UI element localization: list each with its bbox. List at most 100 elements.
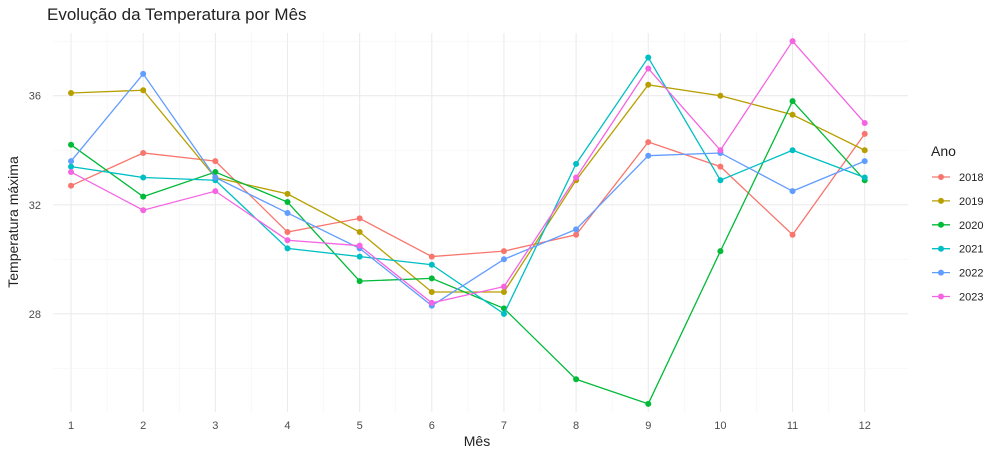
series-line [70,100,866,405]
legend-item: 2021 [932,244,983,256]
data-point [573,174,580,181]
legend-item: 2019 [932,196,983,208]
legend-label: 2018 [959,172,983,184]
series-line [70,56,865,315]
series-line [71,84,865,293]
data-point [789,147,796,154]
data-point [861,147,868,154]
x-tick-label: 7 [501,420,507,432]
data-point [789,98,796,105]
y-axis-title: Temperatura máxima [5,156,21,288]
y-tick-label: 36 [29,91,41,103]
data-point [573,376,580,383]
series-line [70,72,865,307]
data-point [140,70,147,77]
data-point [428,253,435,260]
data-point [212,169,219,176]
data-point [212,158,219,165]
data-point [140,174,147,181]
legend-item: 2022 [932,268,983,280]
data-point [140,87,147,94]
data-point [140,149,147,156]
y-tick-label: 32 [29,200,41,212]
data-point [428,289,435,296]
data-point [645,81,652,88]
legend-item: 2023 [932,292,983,304]
data-point [645,139,652,146]
legend-title: Ano [931,143,956,159]
series-2021 [68,54,868,317]
data-point [140,193,147,200]
data-point [573,226,580,233]
data-point [789,188,796,195]
legend-key-point [938,293,944,300]
legend-key-point [938,221,944,228]
data-point [861,130,868,137]
legend-key-point [938,269,944,276]
data-point [861,158,868,165]
data-point [573,160,580,167]
x-tick-label: 11 [787,420,798,432]
data-point [717,163,724,170]
data-point [861,119,868,126]
data-point [500,289,507,296]
data-point [500,248,507,255]
data-point [717,248,724,255]
legend-key-point [938,174,944,180]
data-point [284,237,291,244]
series-line [70,40,866,304]
data-point [645,152,652,159]
data-point [500,310,507,317]
data-point [284,245,291,252]
data-point [356,253,363,260]
x-axis-ticks: 1 2 3 4 5 6 7 8 9 10 11 12 [68,420,871,432]
data-point [428,275,435,282]
x-tick-label: 9 [645,420,651,432]
data-point [861,174,868,181]
data-point [500,283,507,290]
x-tick-label: 4 [284,420,290,432]
x-tick-label: 10 [714,420,726,432]
data-point [717,92,724,99]
y-tick-label: 28 [29,309,41,321]
data-point [428,261,435,268]
data-point [789,231,796,238]
data-point [573,231,580,238]
data-point [356,229,363,236]
x-tick-label: 1 [68,420,74,432]
series-2023 [68,38,868,306]
data-point [68,158,75,165]
data-point [284,229,291,236]
x-tick-label: 3 [212,420,218,432]
data-point [68,169,75,176]
legend-label: 2020 [959,220,983,232]
legend-label: 2019 [959,196,983,208]
legend-key-point [938,197,944,204]
data-point [356,278,363,285]
data-point [645,400,652,407]
data-point [717,177,724,184]
x-tick-label: 6 [429,420,435,432]
data-point [356,215,363,222]
data-point [789,111,796,118]
legend-key-point [938,245,944,252]
data-point [68,141,75,148]
data-point [284,199,291,206]
data-point [212,174,219,181]
data-point [68,89,75,96]
data-point [500,256,507,263]
legend-item: 2018 [932,172,983,184]
data-point [789,38,796,45]
grid [53,33,908,412]
legend-label: 2021 [959,244,983,256]
legend-label: 2023 [959,292,983,304]
x-tick-label: 12 [859,420,871,432]
x-tick-label: 5 [357,420,363,432]
y-axis-ticks: 28 32 36 [29,91,41,321]
data-point [68,163,75,170]
legend-item: 2020 [932,220,983,232]
chart-title: Evolução da Temperatura por Mês [47,5,307,24]
x-axis-title: Mês [464,433,490,449]
data-point [645,65,652,72]
